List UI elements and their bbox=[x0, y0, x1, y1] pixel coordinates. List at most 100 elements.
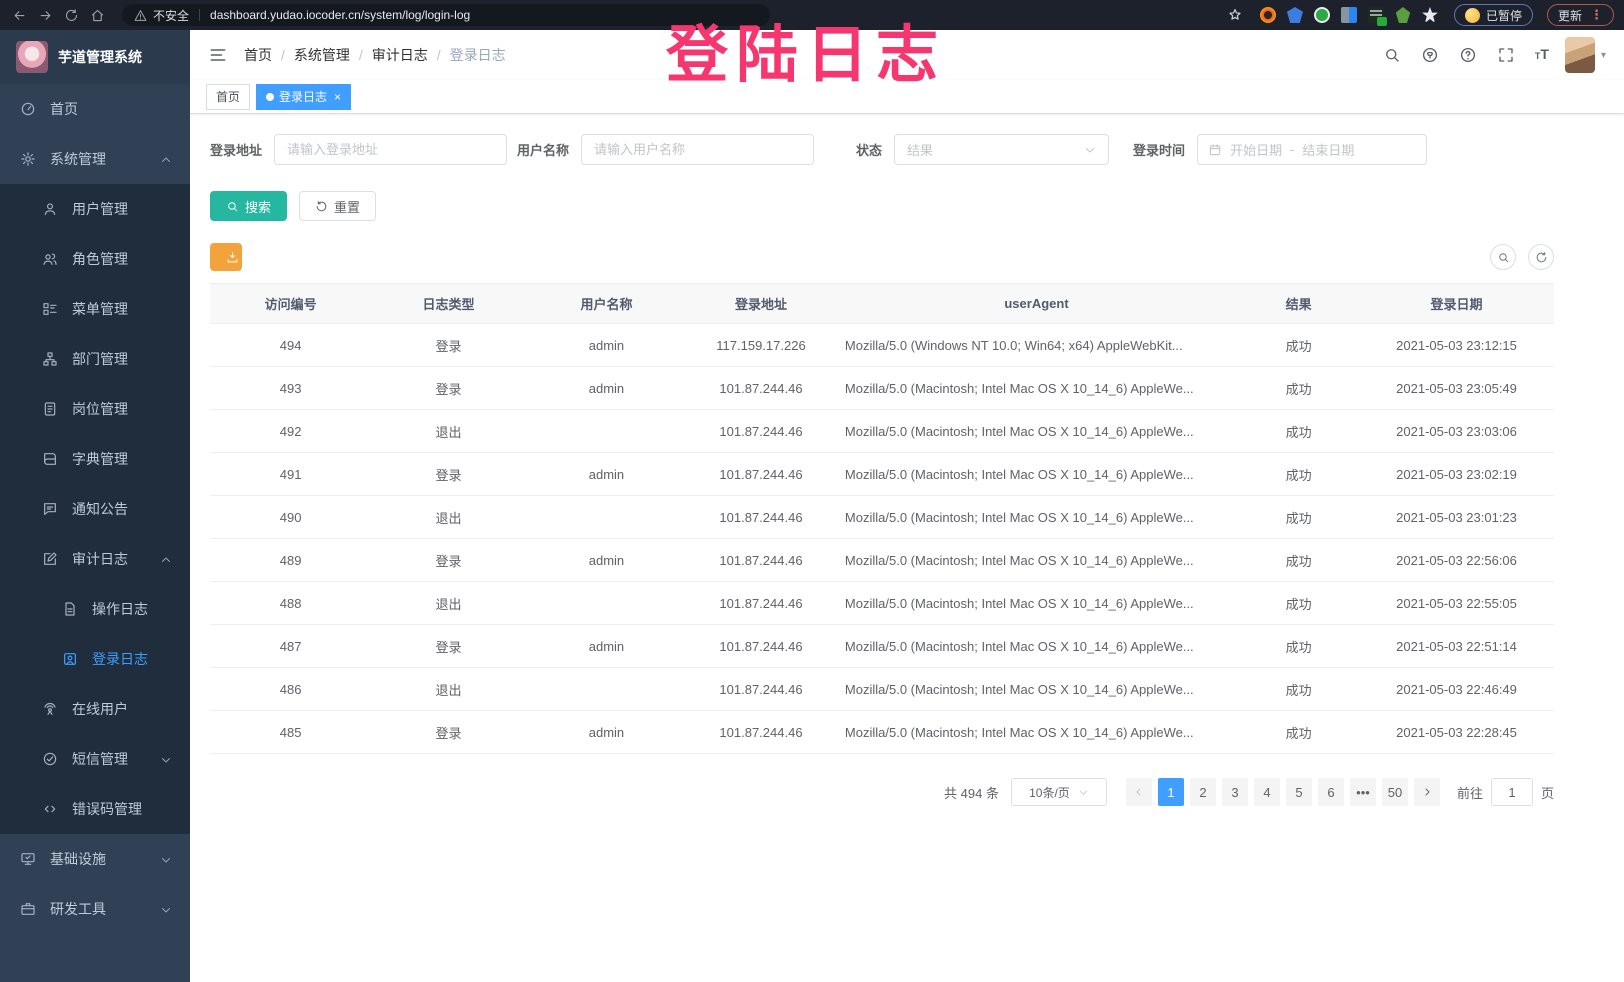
sidebar-item-system[interactable]: 系统管理 bbox=[0, 134, 190, 184]
status-select[interactable]: 结果 bbox=[894, 134, 1110, 165]
breadcrumb-item: 登录日志 bbox=[449, 47, 506, 63]
sidebar-item-audit[interactable]: 审计日志 bbox=[0, 534, 190, 584]
table-row: 490 退出 101.87.244.46 Mozilla/5.0 (Macintosh… bbox=[210, 495, 1554, 539]
github-icon[interactable] bbox=[1421, 46, 1439, 64]
bookmark-star-icon[interactable] bbox=[1227, 7, 1244, 24]
sidebar-item-sms[interactable]: 短信管理 bbox=[0, 734, 190, 784]
refresh-table-button[interactable] bbox=[1528, 244, 1554, 270]
sidebar-item-user[interactable]: 用户管理 bbox=[0, 184, 190, 234]
table-cell: Mozilla/5.0 (Macintosh; Intel Mac OS X 1… bbox=[834, 581, 1239, 625]
column-header: userAgent bbox=[834, 283, 1239, 324]
sidebar-item-post[interactable]: 岗位管理 bbox=[0, 384, 190, 434]
sidebar-item-errcode[interactable]: 错误码管理 bbox=[0, 784, 190, 834]
puzzle-ext-icon[interactable] bbox=[1421, 7, 1438, 23]
security-label: 不安全 bbox=[153, 8, 190, 23]
table-cell: 2021-05-03 22:28:45 bbox=[1359, 710, 1554, 754]
sidebar-item-notice[interactable]: 通知公告 bbox=[0, 484, 190, 534]
table-cell: 登录 bbox=[371, 624, 526, 668]
table-cell: 退出 bbox=[371, 495, 526, 539]
breadcrumb-item[interactable]: 审计日志 bbox=[371, 47, 428, 63]
page-button-1[interactable]: 1 bbox=[1157, 778, 1184, 806]
reset-button[interactable]: 重置 bbox=[299, 191, 377, 221]
filter-label-username: 用户名称 bbox=[517, 143, 570, 158]
table-row: 491 登录 admin 101.87.244.46 Mozilla/5.0 (Maci… bbox=[210, 452, 1554, 496]
search-icon[interactable] bbox=[1383, 46, 1401, 64]
filter-label-login-time: 登录时间 bbox=[1133, 143, 1186, 158]
prev-page-button[interactable] bbox=[1125, 778, 1152, 806]
sidebar-item-login-log[interactable]: 登录日志 bbox=[0, 634, 190, 684]
table-row: 489 登录 admin 101.87.244.46 Mozilla/5.0 (Maci… bbox=[210, 538, 1554, 582]
kebab-menu-icon[interactable]: ⋮ bbox=[1590, 7, 1603, 22]
fullscreen-icon[interactable] bbox=[1497, 46, 1515, 64]
sidebar-item-infra[interactable]: 基础设施 bbox=[0, 834, 190, 884]
breadcrumb-item[interactable]: 首页 bbox=[244, 47, 272, 63]
shield-ext-icon[interactable] bbox=[1286, 7, 1303, 23]
page-button-3[interactable]: 3 bbox=[1221, 778, 1248, 806]
goto-page-input[interactable] bbox=[1490, 778, 1533, 806]
menu-tree-icon bbox=[42, 301, 58, 317]
table-cell: 2021-05-03 22:55:05 bbox=[1359, 581, 1554, 625]
table-cell bbox=[525, 667, 688, 711]
login-log-table: 访问编号 日志类型 用户名称 登录地址 userAgent 结果 登录日期 494 登录 adm… bbox=[210, 283, 1554, 754]
sidebar-item-online[interactable]: 在线用户 bbox=[0, 684, 190, 734]
app-logo[interactable]: 芋道管理系统 bbox=[0, 30, 190, 84]
column-header: 登录地址 bbox=[687, 283, 835, 324]
toggle-search-button[interactable] bbox=[1490, 244, 1516, 270]
user-avatar[interactable]: ▾ bbox=[1564, 37, 1606, 73]
grid-ext-icon[interactable] bbox=[1340, 7, 1357, 23]
username-input[interactable] bbox=[581, 134, 815, 165]
sidebar-item-dict[interactable]: 字典管理 bbox=[0, 434, 190, 484]
leaf-ext-icon[interactable] bbox=[1395, 7, 1411, 23]
sidebar-item-role[interactable]: 角色管理 bbox=[0, 234, 190, 284]
close-icon[interactable]: × bbox=[334, 89, 342, 104]
sidebar-item-label: 基础设施 bbox=[50, 851, 106, 867]
sidebar-item-menu[interactable]: 菜单管理 bbox=[0, 284, 190, 334]
sidebar-item-home[interactable]: 首页 bbox=[0, 84, 190, 134]
tag-首页[interactable]: 首页 bbox=[206, 83, 251, 110]
table-cell: 492 bbox=[210, 409, 372, 453]
page-button-•••[interactable]: ••• bbox=[1349, 778, 1376, 806]
page-button-4[interactable]: 4 bbox=[1253, 778, 1280, 806]
page-button-6[interactable]: 6 bbox=[1317, 778, 1344, 806]
breadcrumb-item[interactable]: 系统管理 bbox=[293, 47, 350, 63]
page-button-2[interactable]: 2 bbox=[1189, 778, 1216, 806]
page-button-5[interactable]: 5 bbox=[1285, 778, 1312, 806]
font-size-icon[interactable]: TT bbox=[1534, 46, 1549, 62]
question-icon[interactable] bbox=[1459, 46, 1477, 64]
table-cell: 登录 bbox=[371, 452, 526, 496]
table-cell: 493 bbox=[210, 366, 372, 410]
sidebar-item-dept[interactable]: 部门管理 bbox=[0, 334, 190, 384]
page-size-select[interactable]: 10条/页 bbox=[1010, 778, 1107, 806]
firefox-ext-icon[interactable] bbox=[1259, 7, 1276, 23]
table-row: 485 登录 admin 101.87.244.46 Mozilla/5.0 (Maci… bbox=[210, 710, 1554, 754]
green-circle-ext-icon[interactable] bbox=[1313, 7, 1330, 23]
browser-update-button[interactable]: 更新 ⋮ bbox=[1546, 4, 1614, 26]
table-tools bbox=[1490, 244, 1554, 270]
chevron-up-icon bbox=[160, 553, 172, 565]
url-text: dashboard.yudao.iocoder.cn/system/log/lo… bbox=[210, 8, 471, 22]
list-on-ext-icon[interactable] bbox=[1367, 7, 1387, 26]
tag-登录日志[interactable]: 登录日志 × bbox=[256, 83, 352, 110]
sidebar-item-tools[interactable]: 研发工具 bbox=[0, 884, 190, 934]
sidebar-item-label: 部门管理 bbox=[72, 351, 128, 367]
login-log-icon bbox=[62, 651, 78, 667]
profile-paused-badge[interactable]: 已暂停 bbox=[1453, 4, 1533, 26]
hamburger-icon[interactable] bbox=[208, 45, 228, 65]
forward-icon[interactable] bbox=[36, 6, 54, 24]
table-row: 493 登录 admin 101.87.244.46 Mozilla/5.0 (Maci… bbox=[210, 366, 1554, 410]
search-button[interactable]: 搜索 bbox=[210, 191, 288, 221]
home-icon[interactable] bbox=[88, 6, 106, 24]
sidebar-item-operate-log[interactable]: 操作日志 bbox=[0, 584, 190, 634]
next-page-button[interactable] bbox=[1413, 778, 1440, 806]
login-time-range-picker[interactable]: 开始日期 - 结束日期 bbox=[1197, 134, 1428, 165]
breadcrumb-separator: / bbox=[358, 47, 363, 63]
page-button-50[interactable]: 50 bbox=[1381, 778, 1408, 806]
reload-icon[interactable] bbox=[62, 6, 80, 24]
document-icon bbox=[62, 601, 78, 617]
login-address-input[interactable] bbox=[274, 134, 508, 165]
sidebar-item-label: 字典管理 bbox=[72, 451, 128, 467]
export-button[interactable]: 导出 bbox=[210, 241, 258, 275]
address-bar[interactable]: 不安全 dashboard.yudao.iocoder.cn/system/lo… bbox=[122, 4, 770, 26]
column-header: 用户名称 bbox=[525, 283, 688, 324]
back-icon[interactable] bbox=[10, 6, 28, 24]
